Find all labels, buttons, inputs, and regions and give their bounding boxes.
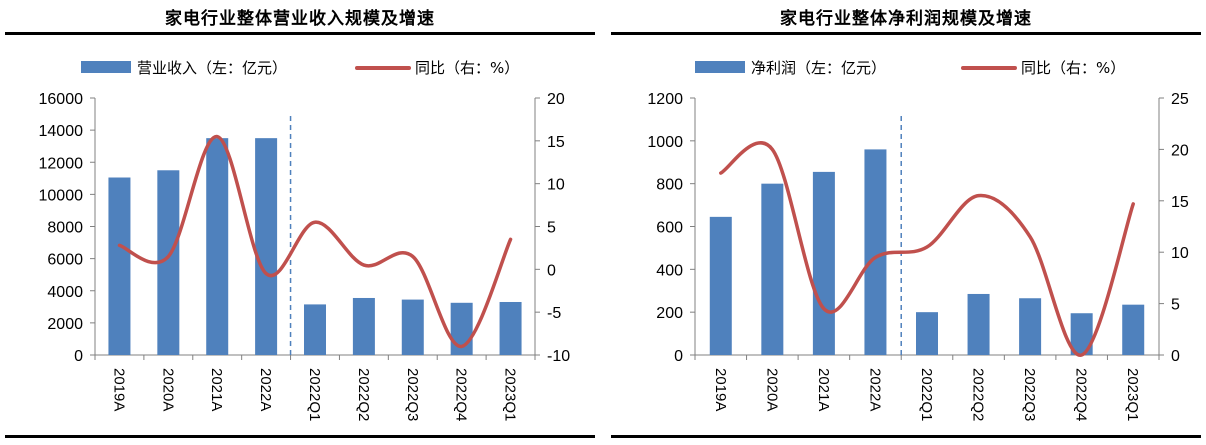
left-tick-label: 600 <box>656 220 683 237</box>
x-tick-label: 2021A <box>208 368 225 411</box>
bar <box>967 293 990 355</box>
right-tick-label: 10 <box>1171 245 1189 262</box>
right-tick-label: 0 <box>1171 348 1180 365</box>
bar <box>1122 304 1145 355</box>
bar <box>157 170 180 355</box>
right-tick-label: 20 <box>1171 142 1189 159</box>
bar <box>304 304 326 355</box>
legend-bar-label: 净利润（左：亿元） <box>751 59 886 77</box>
yoy-line <box>719 141 1135 357</box>
title-divider <box>5 32 595 35</box>
left-tick-label: 0 <box>74 348 83 365</box>
legend-line-label: 同比（右：%） <box>415 59 519 77</box>
left-tick-label: 6000 <box>47 252 83 269</box>
right-tick-label: 0 <box>547 262 556 279</box>
legend-bar-swatch <box>695 61 745 73</box>
chart-title: 家电行业整体营业收入规模及增速 <box>165 9 435 29</box>
legend-bar-swatch <box>81 61 131 73</box>
x-tick-label: 2022Q3 <box>404 368 421 421</box>
x-tick-label: 2023Q1 <box>502 368 519 421</box>
left-tick-label: 800 <box>656 177 683 194</box>
chart-title: 家电行业整体净利润规模及增速 <box>780 9 1032 29</box>
right-tick-label: -5 <box>547 305 561 322</box>
left-tick-label: 1000 <box>647 134 683 151</box>
x-tick-label: 2022Q2 <box>355 368 372 421</box>
right-tick-label: 20 <box>547 91 565 108</box>
bar <box>1070 313 1093 355</box>
bar <box>499 301 522 355</box>
left-tick-label: 400 <box>656 262 683 279</box>
legend-line-label: 同比（右：%） <box>1021 59 1125 77</box>
bar <box>206 138 229 355</box>
bottom-divider <box>5 435 595 438</box>
yoy-line <box>117 134 513 349</box>
left-tick-label: 0 <box>674 348 683 365</box>
bar <box>352 297 375 355</box>
title-divider <box>611 32 1201 35</box>
left-tick-label: 10000 <box>39 187 84 204</box>
left-tick-label: 200 <box>656 305 683 322</box>
left-tick-label: 8000 <box>47 220 83 237</box>
x-tick-label: 2022A <box>866 368 883 411</box>
bar <box>864 149 887 355</box>
bar <box>1019 298 1042 355</box>
net-profit-chart: 0 200 400 600 800 1000 1200 0 5 10 15 20 25 2019A 2020… <box>647 59 1189 421</box>
revenue-chart: 0 2000 4000 6000 8000 10000 12000 14000 16000 -10… <box>39 59 571 421</box>
right-tick-label: 25 <box>1171 91 1189 108</box>
x-tick-label: 2020A <box>763 368 780 411</box>
right-tick-label: 15 <box>1171 194 1189 211</box>
revenue-chart-panel: 家电行业整体营业收入规模及增速 0 2000 4000 6000 8000 10000 12… <box>5 0 595 445</box>
legend-bar-label: 营业收入（左：亿元） <box>137 59 287 77</box>
left-tick-label: 2000 <box>47 316 83 333</box>
left-tick-label: 1200 <box>647 91 683 108</box>
x-tick-label: 2022Q4 <box>453 368 470 421</box>
right-tick-label: 15 <box>547 134 565 151</box>
x-tick-label: 2023Q1 <box>1124 368 1141 421</box>
x-tick-label: 2019A <box>712 368 729 411</box>
x-tick-label: 2022Q1 <box>306 368 323 421</box>
bar <box>916 312 938 355</box>
bar <box>761 183 784 355</box>
left-tick-label: 12000 <box>39 155 84 172</box>
right-tick-label: 10 <box>547 177 565 194</box>
x-tick-label: 2022Q1 <box>918 368 935 421</box>
x-tick-label: 2019A <box>110 368 127 411</box>
left-tick-label: 4000 <box>47 284 83 301</box>
right-tick-label: 5 <box>1171 297 1180 314</box>
bottom-divider <box>611 435 1201 438</box>
bar <box>812 171 835 355</box>
net-profit-chart-panel: 家电行业整体净利润规模及增速 0 200 400 600 800 1000 1200 0 5 10… <box>611 0 1201 445</box>
x-tick-label: 2022Q4 <box>1073 368 1090 421</box>
bar <box>709 216 732 355</box>
bar <box>108 177 131 355</box>
left-tick-label: 14000 <box>39 123 84 140</box>
left-tick-label: 16000 <box>39 91 84 108</box>
right-tick-label: -10 <box>547 348 570 365</box>
x-tick-label: 2020A <box>159 368 176 411</box>
bar <box>401 299 424 355</box>
x-tick-label: 2022Q2 <box>970 368 987 421</box>
right-tick-label: 5 <box>547 220 556 237</box>
x-tick-label: 2021A <box>815 368 832 411</box>
x-tick-label: 2022A <box>257 368 274 411</box>
bar <box>255 138 278 355</box>
x-tick-label: 2022Q3 <box>1021 368 1038 421</box>
